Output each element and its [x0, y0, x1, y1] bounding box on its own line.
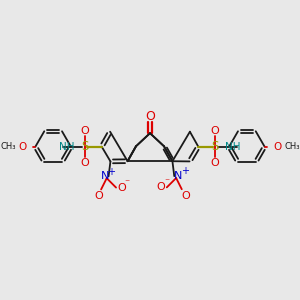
Text: O: O [211, 158, 220, 167]
Text: O: O [157, 182, 166, 192]
Text: CH₃: CH₃ [284, 142, 300, 151]
Text: O: O [145, 110, 155, 123]
Text: CH₃: CH₃ [0, 142, 16, 151]
Text: O: O [273, 142, 281, 152]
Text: O: O [80, 126, 89, 136]
Text: ⁻: ⁻ [125, 178, 130, 188]
Text: NH: NH [59, 142, 75, 152]
Text: +: + [181, 167, 189, 176]
Text: N: N [101, 171, 109, 181]
Text: NH: NH [225, 142, 241, 152]
Text: +: + [107, 167, 116, 177]
Text: O: O [181, 191, 190, 201]
Text: S: S [81, 140, 88, 153]
Text: N: N [174, 171, 182, 181]
Text: O: O [94, 191, 103, 201]
Text: ⁻: ⁻ [164, 178, 170, 188]
Text: O: O [19, 142, 27, 152]
Text: O: O [80, 158, 89, 167]
Text: O: O [117, 182, 126, 193]
Text: S: S [212, 140, 219, 153]
Text: O: O [211, 126, 220, 136]
